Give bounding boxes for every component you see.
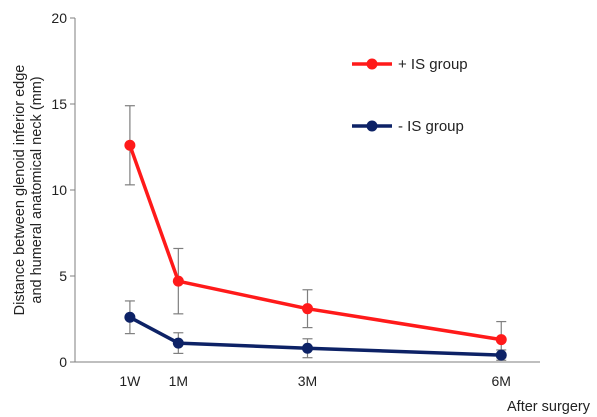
- data-point-0-3: [495, 334, 507, 346]
- data-point-1-2: [302, 342, 313, 354]
- y-axis-label: Distance between glenoid inferior edge a…: [12, 65, 45, 316]
- legend-marker-0: [366, 58, 378, 70]
- y-tick-label-3: 15: [51, 96, 67, 112]
- y-tick-label-0: 0: [59, 354, 67, 370]
- series-0: [124, 105, 507, 359]
- x-axis-label: After surgery: [507, 399, 591, 415]
- data-point-0-2: [302, 303, 313, 315]
- data-point-1-1: [172, 337, 184, 349]
- y-axis-label-line-2: and humeral anatomical neck (mm): [29, 76, 45, 303]
- y-tick-label-4: 20: [51, 10, 67, 26]
- y-tick-label-1: 5: [59, 268, 67, 284]
- data-point-1-0: [124, 311, 136, 323]
- series-line-1: [129, 315, 502, 357]
- data-point-0-0: [124, 139, 136, 151]
- x-tick-label-0: 1W: [119, 373, 141, 389]
- x-tick-label-2: 3M: [298, 373, 317, 389]
- legend-label-1: - IS group: [398, 118, 464, 135]
- series: [124, 105, 507, 361]
- data-point-0-1: [172, 275, 184, 287]
- legend-marker-1: [366, 120, 378, 132]
- series-line-0: [128, 144, 502, 342]
- y-tick-label-2: 10: [51, 182, 67, 198]
- y-ticks: 0 5 10 15 20: [51, 10, 75, 370]
- legend-label-0: + IS group: [398, 56, 468, 73]
- x-tick-label-3: 6M: [492, 373, 511, 389]
- x-ticks: 1W 1M 3M 6M: [119, 373, 511, 389]
- series-1: [124, 300, 507, 361]
- legend: + IS group - IS group: [352, 56, 468, 135]
- y-axis-label-line-1: Distance between glenoid inferior edge: [12, 65, 28, 316]
- x-tick-label-1: 1M: [169, 373, 188, 389]
- data-point-1-3: [495, 349, 507, 361]
